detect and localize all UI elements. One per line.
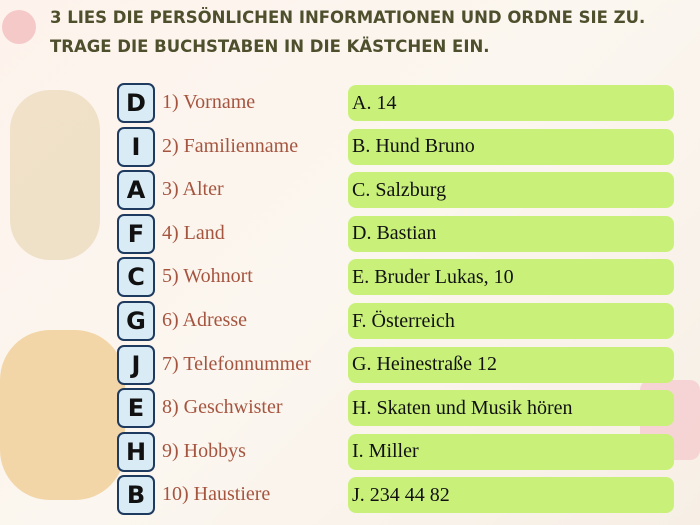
girls-illustration [10, 90, 100, 260]
instruction-line: 3 LIES DIE PERSÖNLICHEN INFORMATIONEN UN… [50, 8, 646, 27]
option-box: B. Hund Bruno [348, 128, 674, 165]
answer-box: D [117, 83, 155, 123]
heart-decoration [2, 10, 36, 44]
answer-box: C [117, 257, 155, 298]
option-box: J. 234 44 82 [348, 477, 674, 514]
option-box: H. Skaten und Musik hören [348, 390, 674, 427]
item-label: 5) Wohnort [162, 265, 253, 288]
item-label: 1) Vorname [162, 91, 256, 113]
answer-box: A [117, 170, 155, 211]
answer-box: F [117, 213, 155, 254]
kids-illustration [0, 330, 125, 500]
answer-box: I [117, 126, 155, 167]
option-box: I. Miller [348, 433, 674, 470]
option-box: G. Heinestraße 12 [348, 346, 674, 383]
item-label: 7) Telefonnummer [162, 352, 311, 375]
answer-box: B [117, 475, 155, 516]
item-label: 10) Haustiere [162, 483, 271, 506]
item-label: 3) Alter [162, 178, 224, 201]
option-box: A. 14 [348, 85, 674, 121]
option-box: D. Bastian [348, 215, 674, 252]
answer-box: G [117, 301, 155, 341]
item-label: 8) Geschwister [162, 396, 283, 419]
option-box: F. Österreich [348, 303, 674, 339]
answer-box: H [117, 431, 155, 472]
item-label: 6) Adresse [162, 309, 247, 331]
item-label: 4) Land [162, 221, 225, 244]
instruction-line: TRAGE DIE BUCHSTABEN IN DIE KÄSTCHEN EIN… [50, 37, 490, 56]
item-label: 9) Hobbys [162, 439, 246, 462]
answer-box: E [117, 388, 155, 429]
option-box: C. Salzburg [348, 172, 674, 209]
item-label: 2) Familienname [162, 134, 299, 157]
answer-box: J [117, 344, 155, 385]
option-box: E. Bruder Lukas, 10 [348, 259, 674, 296]
